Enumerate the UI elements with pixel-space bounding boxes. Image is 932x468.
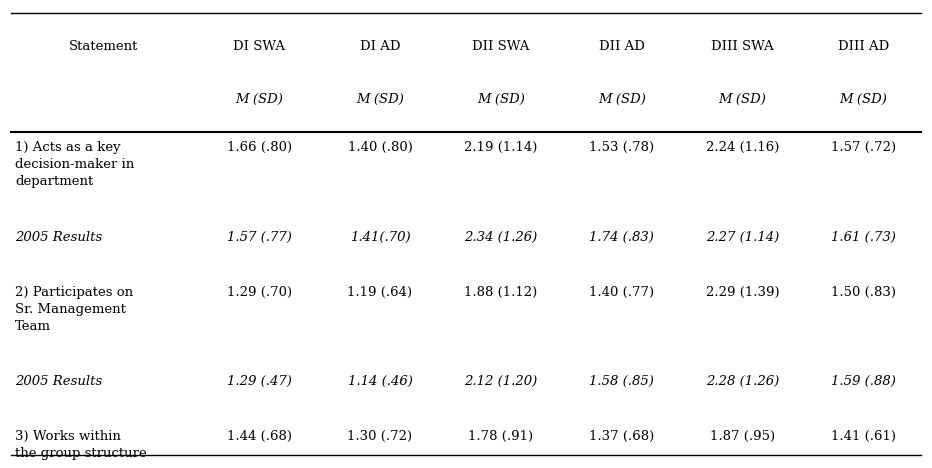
Text: 1.37 (.68): 1.37 (.68) bbox=[589, 430, 654, 443]
Text: DII AD: DII AD bbox=[598, 40, 645, 53]
Text: 1.66 (.80): 1.66 (.80) bbox=[226, 141, 292, 154]
Text: 1) Acts as a key
decision-maker in
department: 1) Acts as a key decision-maker in depar… bbox=[15, 141, 134, 188]
Text: 1.29 (.47): 1.29 (.47) bbox=[226, 375, 292, 388]
Text: M (SD): M (SD) bbox=[477, 93, 525, 106]
Text: M (SD): M (SD) bbox=[356, 93, 404, 106]
Text: 1.74 (.83): 1.74 (.83) bbox=[589, 231, 654, 244]
Text: DIII AD: DIII AD bbox=[838, 40, 889, 53]
Text: 1.50 (.83): 1.50 (.83) bbox=[830, 286, 896, 299]
Text: 2.28 (1.26): 2.28 (1.26) bbox=[706, 375, 779, 388]
Text: 1.61 (.73): 1.61 (.73) bbox=[830, 231, 896, 244]
Text: 1.29 (.70): 1.29 (.70) bbox=[226, 286, 292, 299]
Text: 1.19 (.64): 1.19 (.64) bbox=[348, 286, 413, 299]
Text: 1.57 (.72): 1.57 (.72) bbox=[830, 141, 896, 154]
Text: M (SD): M (SD) bbox=[840, 93, 887, 106]
Text: 2.29 (1.39): 2.29 (1.39) bbox=[706, 286, 779, 299]
Text: 2005 Results: 2005 Results bbox=[15, 231, 103, 244]
Text: 2005 Results: 2005 Results bbox=[15, 375, 103, 388]
Text: M (SD): M (SD) bbox=[235, 93, 283, 106]
Text: 1.57 (.77): 1.57 (.77) bbox=[226, 231, 292, 244]
Text: 2.24 (1.16): 2.24 (1.16) bbox=[706, 141, 779, 154]
Text: 1.41 (.61): 1.41 (.61) bbox=[830, 430, 896, 443]
Text: 2) Participates on
Sr. Management
Team: 2) Participates on Sr. Management Team bbox=[15, 286, 133, 333]
Text: 3) Works within
the group structure: 3) Works within the group structure bbox=[15, 430, 147, 460]
Text: DI AD: DI AD bbox=[360, 40, 401, 53]
Text: 1.44 (.68): 1.44 (.68) bbox=[226, 430, 292, 443]
Text: M (SD): M (SD) bbox=[597, 93, 646, 106]
Text: 1.40 (.80): 1.40 (.80) bbox=[348, 141, 413, 154]
Text: 1.53 (.78): 1.53 (.78) bbox=[589, 141, 654, 154]
Text: M (SD): M (SD) bbox=[719, 93, 766, 106]
Text: 1.78 (.91): 1.78 (.91) bbox=[468, 430, 533, 443]
Text: 2.12 (1.20): 2.12 (1.20) bbox=[464, 375, 538, 388]
Text: 1.88 (1.12): 1.88 (1.12) bbox=[464, 286, 538, 299]
Text: Statement: Statement bbox=[69, 40, 138, 53]
Text: 1.58 (.85): 1.58 (.85) bbox=[589, 375, 654, 388]
Text: 1.30 (.72): 1.30 (.72) bbox=[348, 430, 413, 443]
Text: 2.19 (1.14): 2.19 (1.14) bbox=[464, 141, 538, 154]
Text: 2.27 (1.14): 2.27 (1.14) bbox=[706, 231, 779, 244]
Text: 1.40 (.77): 1.40 (.77) bbox=[589, 286, 654, 299]
Text: DI SWA: DI SWA bbox=[233, 40, 285, 53]
Text: 1.87 (.95): 1.87 (.95) bbox=[710, 430, 775, 443]
Text: 1.41(.70): 1.41(.70) bbox=[350, 231, 410, 244]
Text: 1.14 (.46): 1.14 (.46) bbox=[348, 375, 413, 388]
Text: 1.59 (.88): 1.59 (.88) bbox=[830, 375, 896, 388]
Text: DIII SWA: DIII SWA bbox=[711, 40, 774, 53]
Text: 2.34 (1.26): 2.34 (1.26) bbox=[464, 231, 538, 244]
Text: DII SWA: DII SWA bbox=[473, 40, 529, 53]
